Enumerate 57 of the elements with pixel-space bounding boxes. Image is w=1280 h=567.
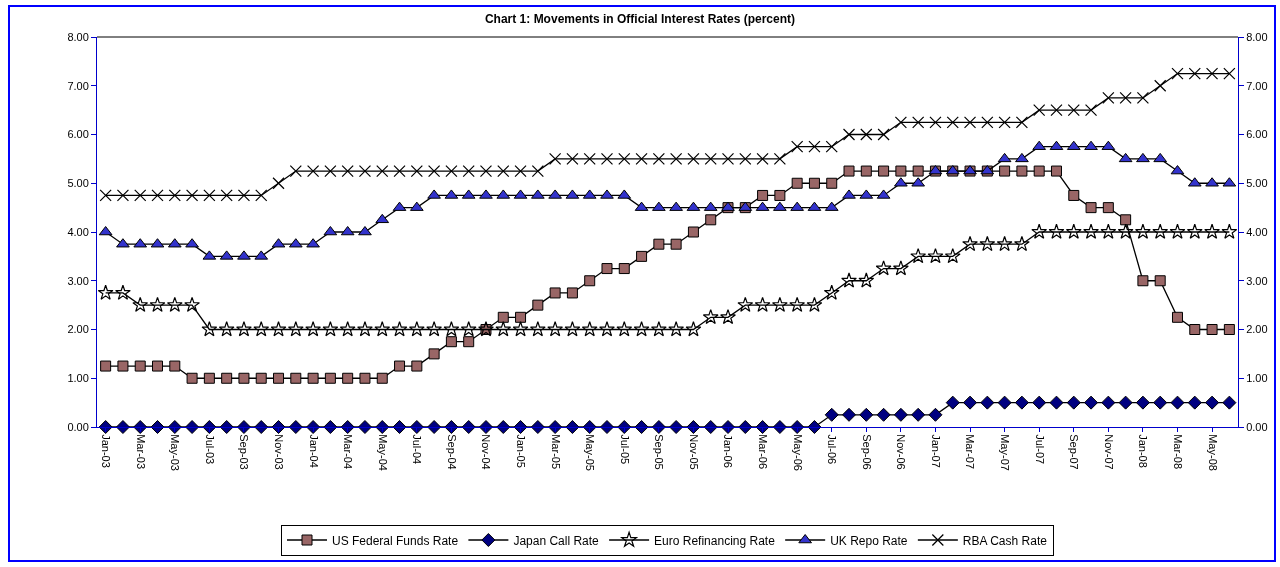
y2-tick-label: 2.00: [1246, 323, 1268, 336]
y2-tick-label: 8.00: [1246, 30, 1268, 43]
x-tick-label: Jul-03: [203, 434, 216, 465]
x-tick-label: Nov-06: [895, 434, 908, 470]
y-tick-label: 8.00: [67, 30, 89, 43]
x-tick-label: May-08: [1206, 434, 1219, 471]
x-tick-label: Jan-03: [100, 434, 113, 468]
x-tick-label: Jan-08: [1137, 434, 1150, 468]
y-tick-label: 3.00: [67, 274, 89, 287]
x-tick-label: May-04: [376, 434, 389, 471]
y-tick-label: 6.00: [67, 128, 89, 141]
legend-label: UK Repo Rate: [830, 533, 908, 548]
x-tick-label: Mar-03: [134, 434, 147, 470]
y-tick-label: 2.00: [67, 323, 89, 336]
x-tick-label: Jul-06: [826, 434, 839, 465]
y2-tick-label: 0.00: [1246, 420, 1268, 433]
x-tick-label: Jan-04: [307, 434, 320, 468]
x-tick-label: Jan-06: [722, 434, 735, 468]
x-tick-label: Mar-08: [1171, 434, 1184, 470]
y2-tick-label: 1.00: [1246, 372, 1268, 385]
x-tick-label: Mar-06: [757, 434, 770, 470]
y2-tick-label: 4.00: [1246, 225, 1268, 238]
x-tick-label: Mar-04: [342, 434, 355, 470]
x-tick-label: May-06: [791, 434, 804, 471]
y2-tick-label: 6.00: [1246, 128, 1268, 141]
legend-label: Japan Call Rate: [513, 533, 600, 548]
x-tick-label: Jul-05: [618, 434, 631, 465]
legend-label: RBA Cash Rate: [962, 533, 1048, 548]
x-tick-label: Sep-06: [860, 434, 873, 470]
x-tick-label: Sep-04: [445, 434, 458, 470]
y-tick-label: 0.00: [67, 420, 89, 433]
x-tick-label: Nov-03: [272, 434, 285, 470]
y-tick-label: 4.00: [67, 225, 89, 238]
x-tick-label: Jul-04: [411, 434, 424, 465]
chart-title: Chart 1: Movements in Official Interest Rates (percent): [484, 11, 796, 26]
x-tick-label: Sep-03: [238, 434, 251, 470]
x-tick-label: Nov-05: [687, 434, 700, 470]
x-tick-label: Sep-07: [1068, 434, 1081, 470]
y2-tick-label: 3.00: [1246, 274, 1268, 287]
y-tick-label: 1.00: [67, 372, 89, 385]
x-tick-label: May-03: [169, 434, 182, 471]
x-tick-label: May-07: [999, 434, 1012, 471]
x-tick-label: Mar-07: [964, 434, 977, 470]
y2-tick-label: 7.00: [1246, 79, 1268, 92]
x-tick-label: May-05: [584, 434, 597, 471]
x-tick-label: Nov-07: [1102, 434, 1115, 470]
x-tick-label: Jan-07: [929, 434, 942, 468]
y-tick-label: 5.00: [67, 177, 89, 190]
x-tick-label: Jul-07: [1033, 434, 1046, 465]
x-tick-label: Mar-05: [549, 434, 562, 470]
y-tick-label: 7.00: [67, 79, 89, 92]
x-tick-label: Jan-05: [514, 434, 527, 468]
legend-label: US Federal Funds Rate: [332, 533, 459, 548]
x-tick-label: Sep-05: [653, 434, 666, 470]
legend-label: Euro Refinancing Rate: [654, 533, 776, 548]
y2-tick-label: 5.00: [1246, 177, 1268, 190]
x-tick-label: Nov-04: [480, 434, 493, 470]
